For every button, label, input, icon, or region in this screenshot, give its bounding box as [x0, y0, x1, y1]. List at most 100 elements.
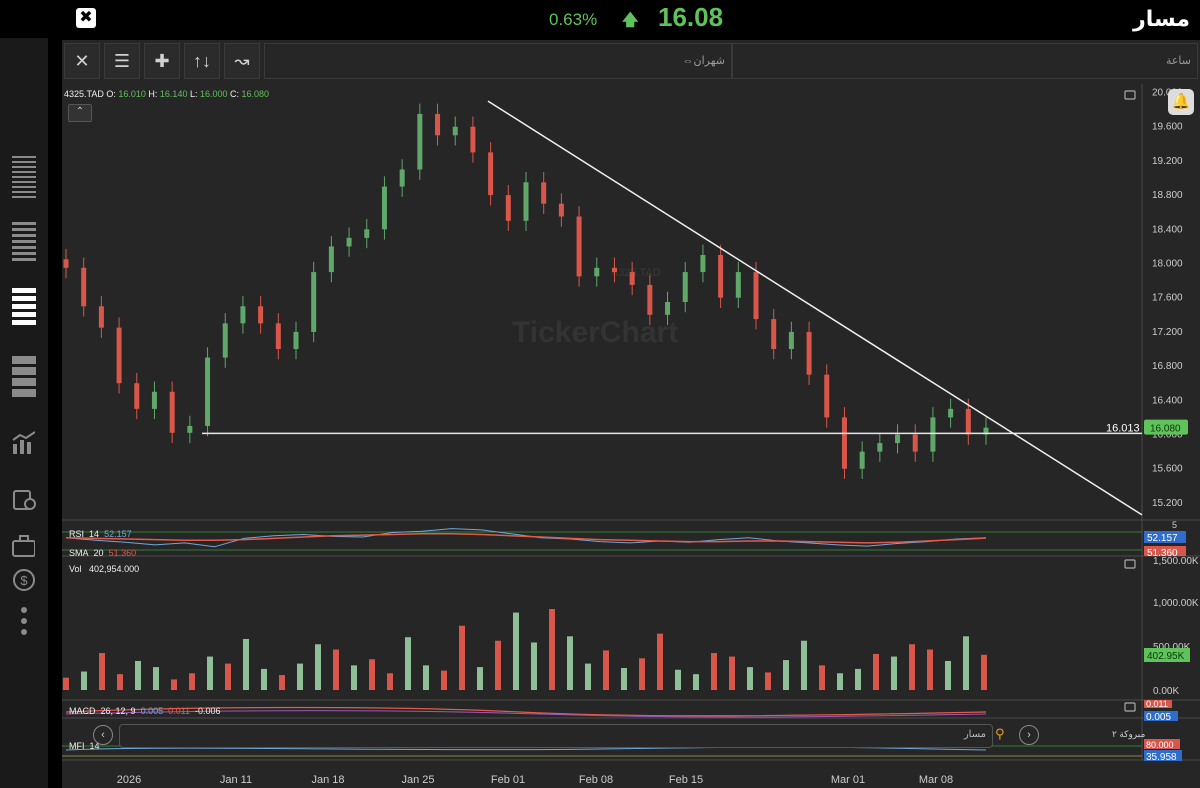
compare-chart-icon[interactable]: ↝: [224, 43, 260, 79]
volume-axis-tick: 1,500.00K: [1153, 556, 1199, 567]
volume-bar: [927, 649, 933, 690]
volume-bar: [225, 663, 231, 690]
rsi-axis-tick: 5: [1172, 520, 1177, 530]
volume-bar: [639, 658, 645, 690]
indicators-settings-icon[interactable]: ☰: [104, 43, 140, 79]
time-axis-tick: Feb 08: [579, 774, 613, 786]
candle-body: [983, 427, 989, 435]
volume-bar: [603, 650, 609, 690]
layout-4-rows-icon[interactable]: [12, 288, 36, 328]
volume-bar: [207, 656, 213, 690]
macd-legend: MACD 26, 12, 9 0.005 0.011 -0.006: [69, 706, 221, 716]
volume-bar: [981, 654, 987, 690]
candle-body: [948, 408, 954, 418]
mfi-axis-marker: [1144, 739, 1180, 749]
candle-body: [258, 306, 264, 324]
candle-body: [134, 383, 140, 409]
volume-bar: [837, 673, 843, 690]
candle-body: [859, 451, 865, 469]
volume-bar: [567, 636, 573, 690]
symbol-name: مسار: [1133, 6, 1190, 31]
previous-symbol-button[interactable]: ‹: [93, 725, 113, 745]
portfolio-icon[interactable]: [11, 534, 35, 558]
volume-bar: [477, 667, 483, 690]
close-icon[interactable]: ✖: [76, 8, 96, 28]
mfi-legend: MFI 14: [69, 741, 100, 751]
alert-bell-icon[interactable]: 🔔: [1168, 89, 1194, 115]
last-price: 16.08: [658, 2, 724, 32]
candle-body: [700, 254, 706, 273]
candle-body: [718, 254, 724, 298]
price-axis-tick: 19.200: [1152, 156, 1183, 167]
volume-bar: [909, 644, 915, 690]
crosshair-icon[interactable]: ✚: [144, 43, 180, 79]
dollar-icon[interactable]: $: [12, 568, 36, 592]
next-symbol-button[interactable]: ›: [1019, 725, 1039, 745]
price-axis-tick: 16.800: [1152, 361, 1183, 372]
candle-body: [594, 267, 600, 277]
price-axis-tick: 19.600: [1152, 122, 1183, 133]
volume-value-marker: [1144, 648, 1190, 662]
volume-bar: [81, 671, 87, 690]
candle-body: [523, 182, 529, 221]
symbol-search-input[interactable]: مسار: [119, 724, 993, 748]
candle-body: [629, 272, 635, 285]
volume-bar: [135, 660, 141, 690]
drawing-tools-icon[interactable]: ✕: [64, 43, 100, 79]
rsi-legend: RSI 14 52.157: [69, 529, 132, 539]
chart-area[interactable]: [62, 82, 1200, 788]
candlestick-type-icon[interactable]: ↑↓: [184, 43, 220, 79]
rsi-value-marker-label: 52.157: [1147, 533, 1178, 544]
period-selector[interactable]: ⇔شهران: [264, 43, 732, 79]
interval-selector[interactable]: ساعة: [732, 43, 1198, 79]
collapse-legend-button[interactable]: ⌃: [68, 104, 92, 122]
candle-body: [912, 434, 918, 452]
volume-bar: [855, 668, 861, 690]
expand-panel-icon: [1124, 702, 1136, 712]
sma-value-marker: [1144, 546, 1186, 556]
volume-bar: [63, 677, 69, 690]
trendline: [487, 100, 1143, 516]
scanner-settings-icon[interactable]: [12, 488, 36, 512]
candle-body: [452, 126, 458, 136]
expand-panel-icon: [1124, 90, 1136, 100]
volume-bar: [747, 667, 753, 690]
candle-body: [841, 417, 847, 469]
price-axis-tick: 18.000: [1152, 259, 1183, 270]
support-line-label: 16.013: [1106, 422, 1140, 434]
ohlc-close: 16.080: [241, 89, 270, 99]
volume-bar: [243, 638, 249, 690]
candle-body: [151, 391, 157, 409]
candle-body: [753, 272, 759, 320]
more-icon[interactable]: [20, 606, 44, 636]
search-icon[interactable]: ⚲: [995, 726, 1005, 741]
volume-bar: [171, 679, 177, 690]
time-axis-tick: Feb 15: [669, 774, 703, 786]
price-axis-tick: 16.000: [1152, 430, 1183, 441]
candle-body: [806, 331, 812, 375]
svg-text:$: $: [20, 573, 28, 588]
volume-bar: [675, 669, 681, 690]
time-axis-tick: Jan 11: [220, 774, 252, 786]
layout-3-rows-icon[interactable]: [12, 356, 36, 400]
macd-value-marker: [1144, 711, 1178, 721]
layout-6-rows-icon[interactable]: [12, 222, 36, 264]
layout-8-rows-icon[interactable]: [12, 156, 36, 201]
candle-body: [488, 152, 494, 196]
volume-bar: [513, 612, 519, 690]
volume-axis-tick: 0.00K: [1153, 686, 1179, 697]
candle-body: [169, 391, 175, 433]
volume-bar: [153, 667, 159, 690]
time-axis-tick: Jan 18: [311, 774, 344, 786]
expand-panel-icon: [1124, 559, 1136, 569]
chart-icon[interactable]: [11, 430, 35, 456]
watchlist-label: مبروكة ٢: [1112, 729, 1146, 739]
candle-body: [470, 126, 476, 153]
mfi-value-marker: [1144, 750, 1182, 761]
rsi-sma-line: [65, 533, 987, 544]
price-axis-tick: 15.600: [1152, 464, 1183, 475]
volume-bar: [783, 660, 789, 690]
mfi-value-marker-label: 35.958: [1146, 752, 1177, 763]
candle-body: [665, 302, 671, 315]
